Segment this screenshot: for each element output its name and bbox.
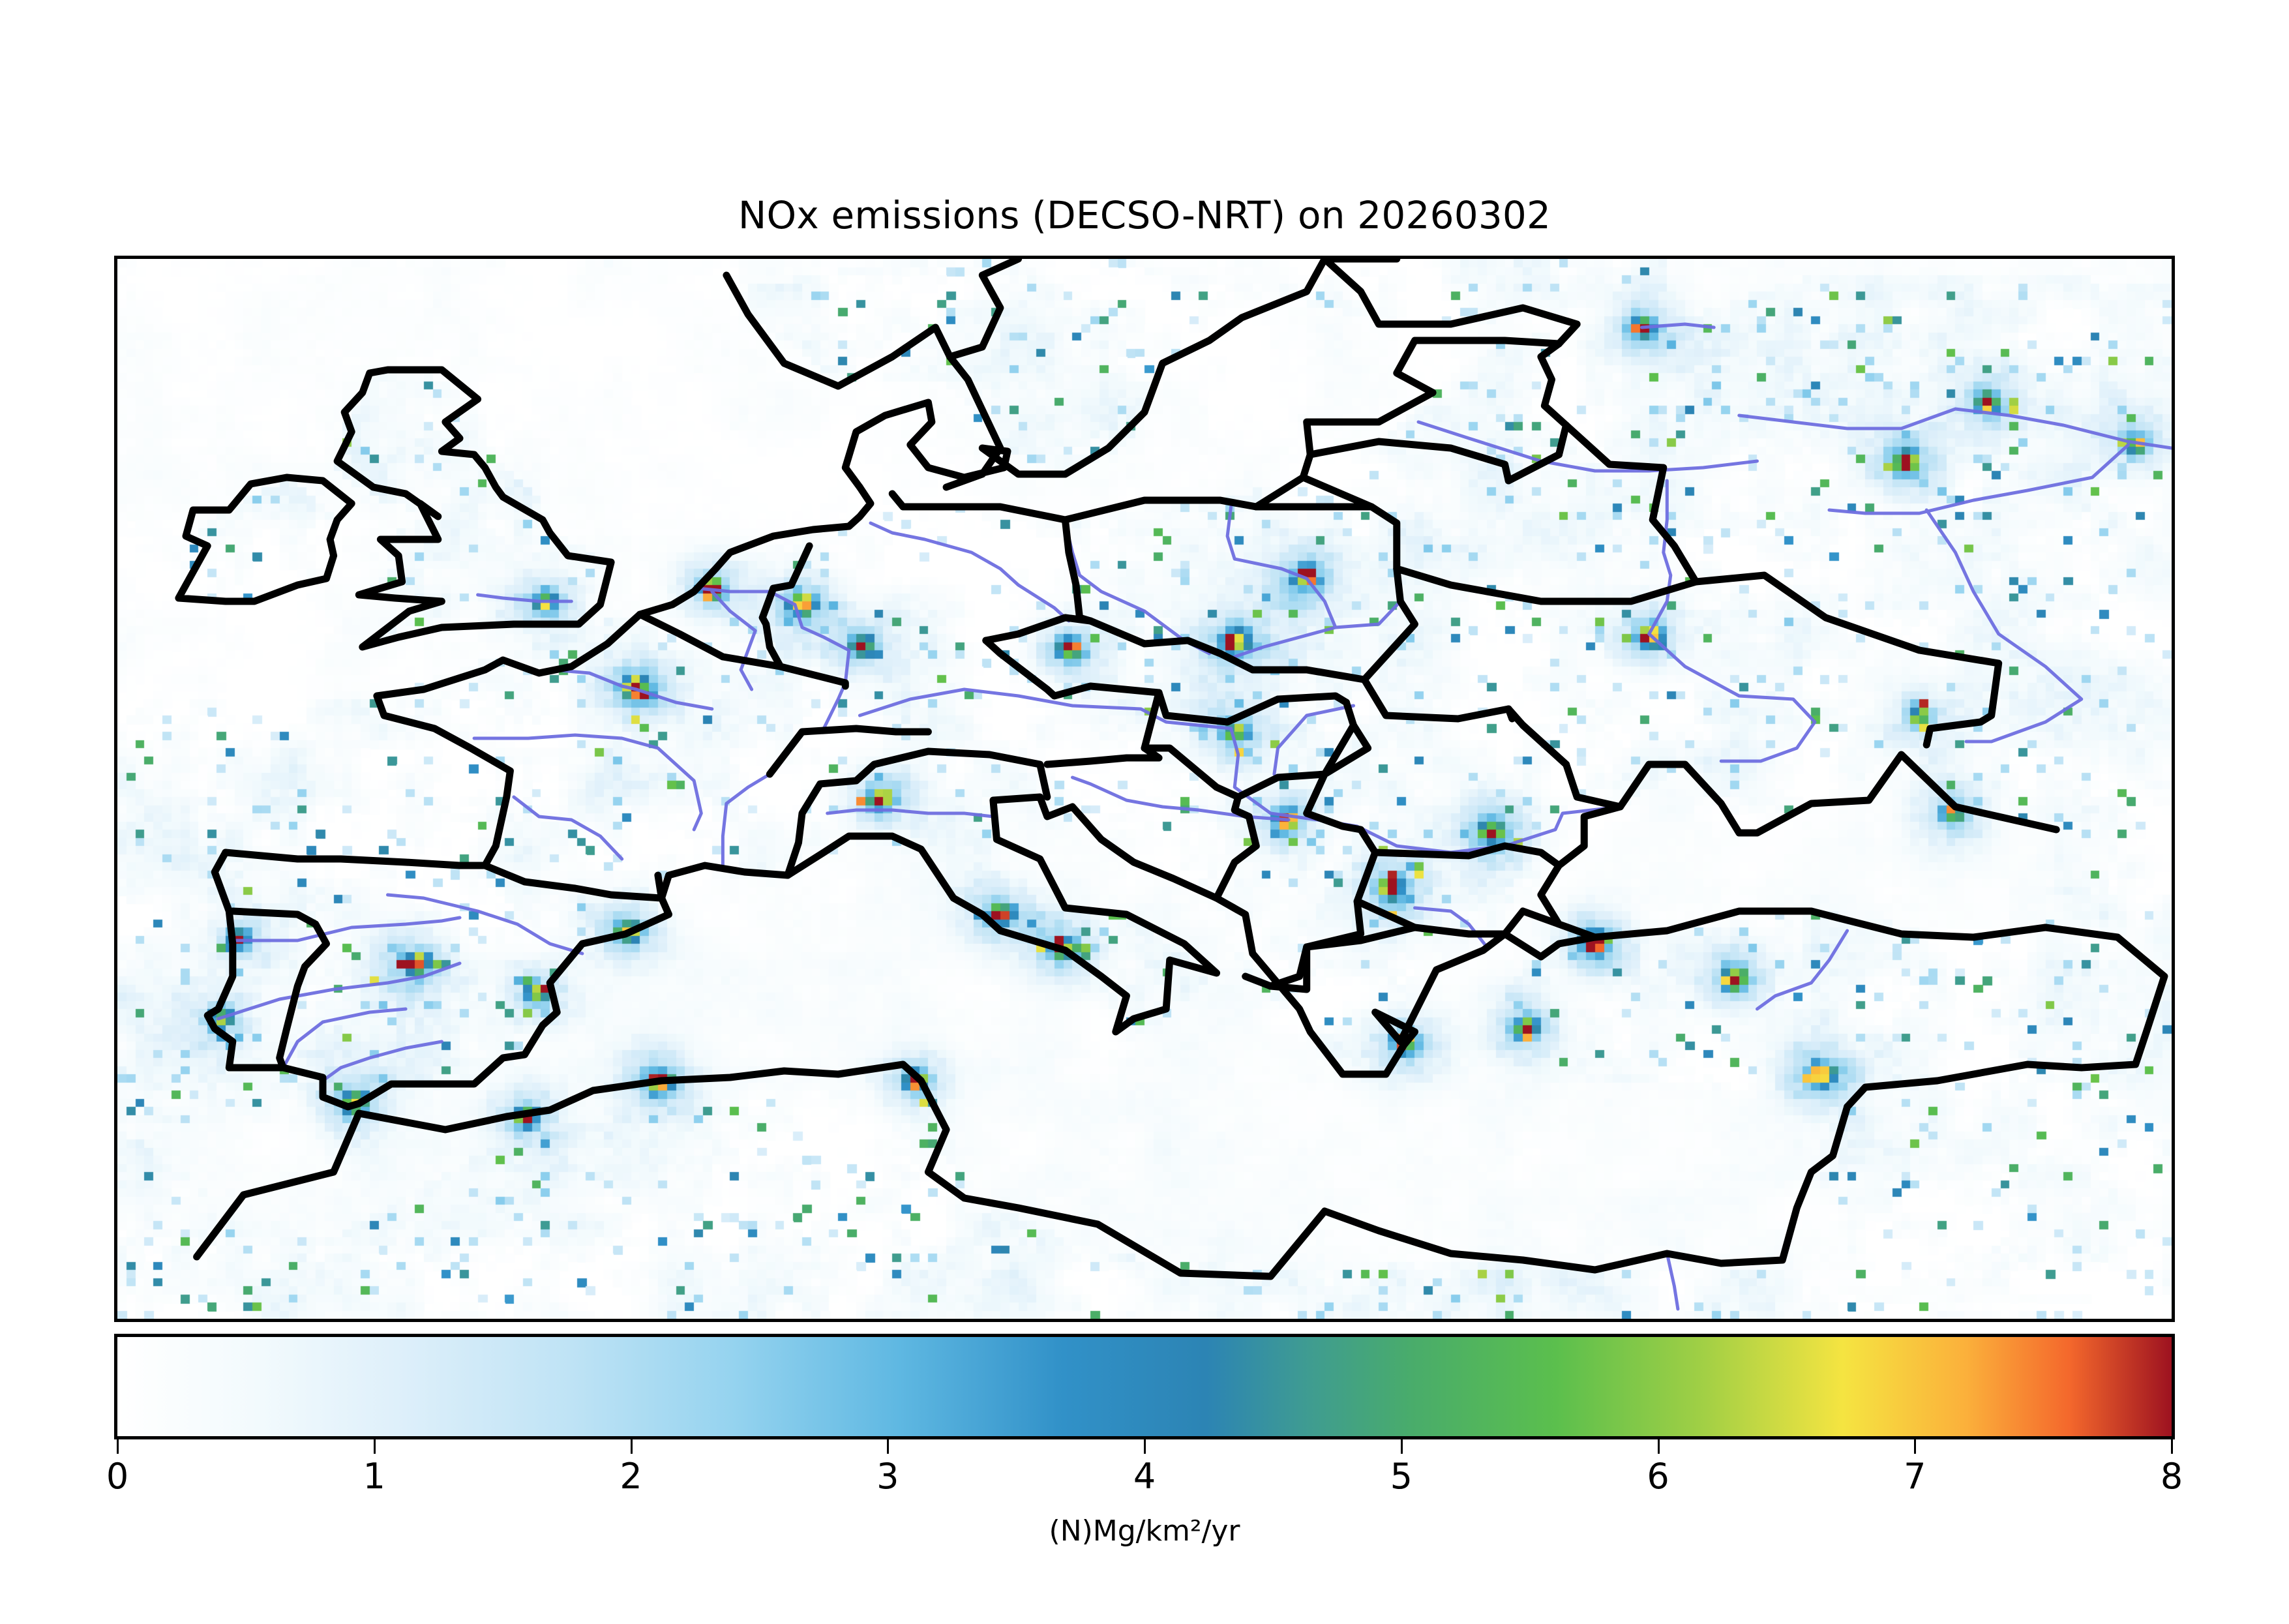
river-line: [826, 808, 995, 819]
colorbar: [114, 1334, 2175, 1439]
colorbar-tick-marks: [114, 1439, 2175, 1454]
country-border: [481, 862, 665, 902]
river-line: [1924, 508, 2084, 744]
river-line: [1071, 775, 1291, 822]
colorbar-tick-label: 4: [1133, 1456, 1156, 1497]
coastline: [222, 483, 875, 869]
colorbar-axis-label: (N)Mg/km²/yr: [1049, 1514, 1240, 1548]
country-border: [1371, 842, 1563, 869]
country-border: [1306, 340, 1570, 485]
coastline: [841, 259, 1328, 491]
coastline: [888, 259, 1581, 524]
river-line: [710, 590, 757, 691]
country-border: [1393, 565, 2003, 749]
country-border: [229, 907, 330, 1072]
colorbar-tick-label: 8: [2160, 1456, 2183, 1497]
river-line: [512, 795, 624, 861]
coastline-borders-layer: [175, 259, 2168, 1280]
river-line: [1334, 577, 1402, 629]
river-line: [721, 772, 771, 867]
river-line: [1225, 505, 1338, 659]
country-border: [1353, 897, 1509, 938]
country-border: [1266, 943, 1311, 993]
geography-overlay: [175, 259, 2172, 1311]
chart-title: NOx emissions (DECSO-NRT) on 20260302: [738, 193, 1551, 237]
colorbar-tick-label: 7: [1904, 1456, 1926, 1497]
river-line: [1272, 704, 1355, 776]
colorbar-tick: [2171, 1439, 2173, 1454]
country-border: [654, 871, 665, 902]
country-border: [982, 614, 1368, 684]
coastline: [658, 793, 2050, 1078]
river-line: [476, 593, 573, 603]
colorbar-tick: [630, 1439, 633, 1454]
country-border: [766, 725, 932, 778]
river-line: [1737, 407, 2172, 450]
country-border: [1501, 907, 1563, 938]
country-border: [1563, 421, 1699, 586]
colorbar-tick: [1657, 1439, 1660, 1454]
country-border: [758, 614, 849, 690]
river-line: [1665, 1252, 1680, 1311]
coastline: [723, 271, 1004, 491]
coastline: [193, 1060, 1851, 1280]
colorbar-tick-label: 2: [620, 1456, 642, 1497]
colorbar-tick: [117, 1439, 119, 1454]
country-border: [1299, 474, 1375, 511]
country-border: [1043, 689, 1163, 768]
river-line: [552, 668, 714, 711]
river-line: [1756, 929, 1849, 1011]
river-line: [281, 1007, 408, 1070]
colorbar-tick-label: 3: [876, 1456, 899, 1497]
colorbar-tick: [373, 1439, 376, 1454]
river-line: [217, 961, 462, 1021]
river-line: [1063, 521, 1211, 655]
river-line: [1827, 443, 2131, 515]
country-border: [946, 259, 1023, 361]
country-border: [982, 637, 1350, 726]
colorbar-tick: [887, 1439, 890, 1454]
colorbar-tick: [1914, 1439, 1917, 1454]
coastline: [1537, 751, 2060, 941]
river-line: [1640, 322, 1716, 329]
country-border: [1303, 924, 1418, 951]
country-border: [636, 610, 785, 670]
country-border: [1234, 699, 1357, 801]
country-border: [1504, 451, 1563, 485]
river-line: [1416, 420, 1759, 473]
country-border: [1252, 503, 1418, 684]
river-line: [1647, 479, 1817, 763]
coastline: [333, 366, 615, 651]
country-border: [1519, 721, 1570, 768]
colorbar-tick: [1400, 1439, 1403, 1454]
river-line: [472, 733, 703, 832]
colorbar-tick-label: 6: [1647, 1456, 1669, 1497]
colorbar-tick-labels: 0 1 2 3 4 5 6 7 8: [0, 1456, 2289, 1501]
coastline: [175, 474, 355, 605]
colorbar-tick-label: 0: [106, 1456, 129, 1497]
country-border: [1141, 744, 1260, 902]
colorbar-tick-label: 5: [1390, 1456, 1413, 1497]
river-line: [869, 521, 1071, 623]
coastline: [203, 849, 672, 1111]
country-border: [1504, 705, 1516, 723]
river-line: [234, 916, 462, 942]
colorbar-gradient: [117, 1337, 2172, 1436]
map-inner: [117, 259, 2172, 1319]
rivers-layer: [217, 322, 2172, 1311]
country-border: [1360, 676, 1624, 811]
country-border: [784, 747, 1051, 879]
country-border: [1844, 924, 2168, 1111]
colorbar-tick-label: 1: [363, 1456, 385, 1497]
map-plot-area: [114, 256, 2175, 1322]
colorbar-tick: [1144, 1439, 1146, 1454]
river-line: [386, 893, 584, 955]
country-border: [758, 542, 813, 622]
river-line: [321, 1040, 443, 1083]
